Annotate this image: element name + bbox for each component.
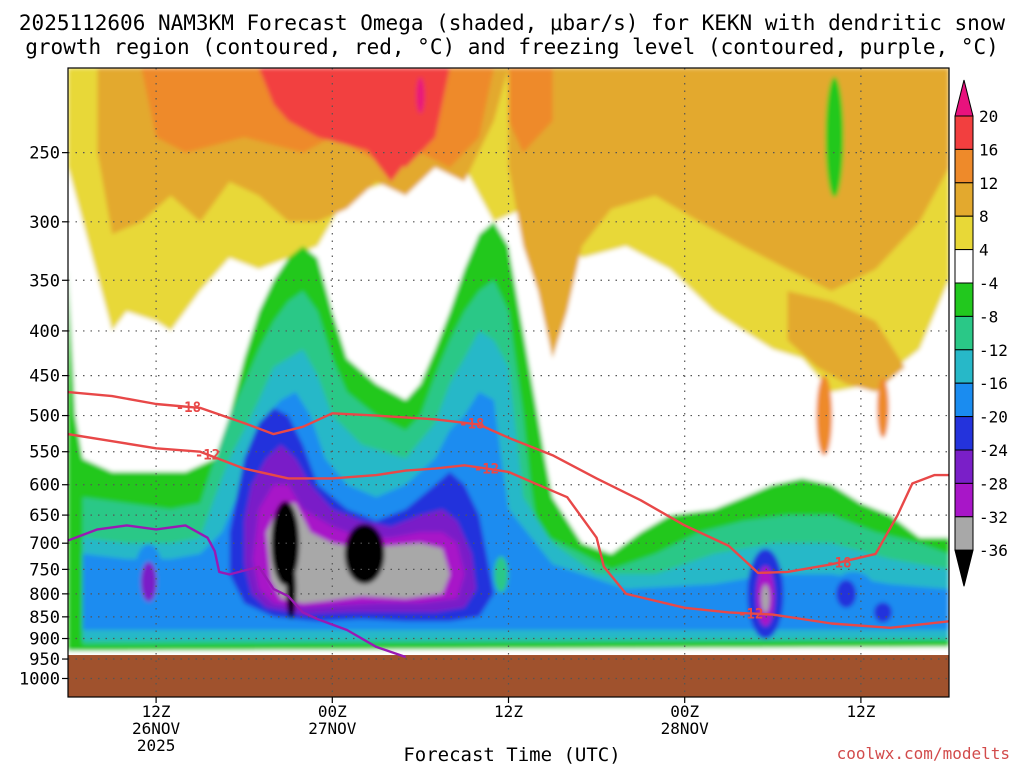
x-tick-label: 12Z — [846, 702, 875, 721]
omega-shaded-field — [68, 68, 949, 697]
omega-pos-12-lobe-b — [876, 377, 889, 438]
contour-label: -12 — [738, 606, 763, 622]
y-tick-label: 350 — [29, 271, 60, 291]
y-axis: 2503003504004505005506006507007508008509… — [19, 144, 68, 689]
colorbar-label: 16 — [979, 140, 998, 159]
colorbar-label: -12 — [979, 341, 1008, 360]
omega-pos-8-lobe — [787, 291, 905, 393]
contour-label: -12 — [474, 462, 499, 478]
y-tick-label: 1000 — [19, 669, 60, 689]
colorbar-swatch — [954, 382, 974, 418]
colorbar-swatch — [954, 516, 974, 551]
contour-label: -12 — [195, 448, 220, 464]
y-tick-label: 800 — [29, 585, 60, 605]
y-tick-label: 300 — [29, 213, 60, 233]
colorbar-swatch — [954, 449, 974, 484]
y-tick-label: 750 — [29, 560, 60, 580]
colorbar-swatch — [954, 215, 974, 251]
chart-title-line2: growth region (contoured, red, °C) and f… — [25, 35, 999, 59]
omega-pos-16-core — [347, 68, 421, 182]
y-tick-label: 500 — [29, 407, 60, 427]
colorbar-label: -16 — [979, 374, 1008, 393]
omega-neg-20-east-c — [873, 602, 892, 623]
omega-neg-36-b — [286, 559, 297, 620]
omega-pos-12-lobe-a — [816, 375, 833, 456]
y-tick-label: 650 — [29, 506, 60, 526]
y-tick-label: 900 — [29, 630, 60, 650]
x-tick-label: 2025 — [137, 736, 176, 755]
colorbar-label: 4 — [979, 241, 989, 260]
x-tick-label: 00Z — [670, 702, 699, 721]
omega-neg-32-east — [761, 584, 770, 613]
contour-line — [68, 432, 949, 629]
omega-pos-20 — [416, 77, 425, 114]
y-tick-label: 950 — [29, 650, 60, 670]
chart-title-line1: 2025112606 NAM3KM Forecast Omega (shaded… — [18, 11, 1006, 35]
x-axis-title: Forecast Time (UTC) — [403, 744, 621, 766]
colorbar-label: 12 — [979, 174, 998, 193]
omega-neg-20-east-b — [836, 579, 857, 608]
contour-label: -18 — [826, 556, 851, 572]
colorbar-swatch — [954, 182, 974, 217]
colorbar-label: -24 — [979, 441, 1008, 460]
x-tick-label: 26NOV — [132, 719, 181, 738]
omega-pos-12-b — [508, 68, 553, 153]
site-credit: coolwx.com/modelts — [836, 744, 1010, 763]
colorbar-bottom-arrow — [954, 549, 974, 587]
contour-line — [68, 390, 949, 575]
y-tick-label: 250 — [29, 144, 60, 164]
x-tick-label: 00Z — [318, 702, 347, 721]
colorbar-swatch — [954, 115, 974, 150]
contour-label: -18 — [459, 417, 484, 433]
y-tick-label: 400 — [29, 322, 60, 342]
colorbar-swatch — [954, 482, 974, 518]
colorbar-label: -20 — [979, 408, 1008, 427]
colorbar-swatch — [954, 282, 974, 317]
contour-label: -18 — [176, 400, 201, 416]
colorbar-label: 8 — [979, 207, 989, 226]
omega-neg-4-isolated — [825, 77, 844, 198]
colorbar: 20 16 12 8 4 -4 -8 -12 -16 -20 -24 -28 -32 -36 — [954, 79, 1008, 587]
colorbar-swatch — [954, 416, 974, 451]
colorbar-label: -36 — [979, 541, 1008, 560]
colorbar-label: 20 — [979, 107, 998, 126]
y-tick-label: 850 — [29, 608, 60, 628]
colorbar-swatch — [954, 349, 974, 384]
colorbar-label: -8 — [979, 307, 998, 326]
x-tick-label: 27NOV — [308, 719, 357, 738]
colorbar-swatch — [954, 315, 974, 351]
x-tick-label: 12Z — [494, 702, 523, 721]
colorbar-label: -32 — [979, 508, 1008, 527]
y-tick-label: 700 — [29, 534, 60, 554]
colorbar-label: -4 — [979, 274, 998, 293]
x-tick-label: 28NOV — [661, 719, 710, 738]
contour-line — [68, 524, 407, 659]
colorbar-label: -28 — [979, 474, 1008, 493]
y-tick-label: 600 — [29, 476, 60, 496]
y-tick-label: 550 — [29, 443, 60, 463]
y-tick-label: 450 — [29, 367, 60, 387]
contour-lines: -18 -18 -18 -12 -12 -12 — [68, 390, 949, 659]
x-tick-label: 12Z — [142, 702, 171, 721]
omega-neg-36-c — [344, 523, 385, 584]
colorbar-swatch — [954, 148, 974, 184]
omega-neg-8-pocket — [494, 556, 509, 593]
colorbar-swatch — [954, 249, 974, 284]
colorbar-top-arrow — [954, 79, 974, 117]
omega-neg-24-west — [140, 561, 157, 602]
